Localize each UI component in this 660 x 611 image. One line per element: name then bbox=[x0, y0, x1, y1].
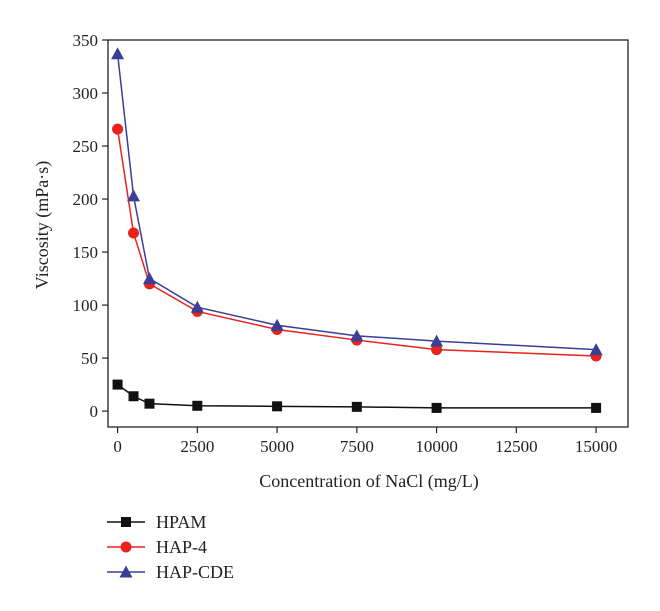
series-layer bbox=[111, 47, 603, 413]
data-point bbox=[591, 402, 602, 413]
y-tick-label: 100 bbox=[73, 296, 99, 315]
x-tick-label: 7500 bbox=[340, 437, 374, 456]
data-point bbox=[430, 334, 444, 347]
legend-marker bbox=[120, 541, 132, 553]
series-line bbox=[116, 53, 597, 351]
data-point bbox=[111, 47, 125, 60]
x-tick-label: 12500 bbox=[495, 437, 538, 456]
legend-label: HAP-4 bbox=[156, 537, 207, 557]
y-axis-label: Viscosity (mPa·s) bbox=[32, 161, 53, 289]
data-point bbox=[351, 401, 362, 412]
y-tick-label: 250 bbox=[73, 137, 99, 156]
series-hap-cde bbox=[111, 47, 603, 356]
x-axis-label: Concentration of NaCl (mg/L) bbox=[259, 471, 478, 492]
legend-marker bbox=[121, 517, 131, 527]
y-tick-label: 300 bbox=[73, 84, 99, 103]
legend-marker bbox=[119, 565, 133, 578]
x-tick-label: 2500 bbox=[180, 437, 214, 456]
x-tick-label: 15000 bbox=[575, 437, 618, 456]
y-tick-label: 350 bbox=[73, 31, 99, 50]
x-tick-label: 5000 bbox=[260, 437, 294, 456]
y-tick-label: 150 bbox=[73, 243, 99, 262]
data-point bbox=[128, 227, 140, 239]
legend-item: HAP-4 bbox=[107, 537, 207, 557]
x-tick-label: 10000 bbox=[415, 437, 458, 456]
series-hap-4 bbox=[112, 123, 602, 362]
legend-item: HPAM bbox=[107, 512, 206, 532]
data-point bbox=[589, 343, 603, 356]
plot-frame bbox=[107, 39, 629, 428]
data-point bbox=[128, 391, 139, 402]
x-tick-label: 0 bbox=[113, 437, 122, 456]
data-point bbox=[270, 318, 284, 331]
series-hpam bbox=[112, 379, 602, 413]
data-point bbox=[350, 329, 364, 342]
legend-label: HPAM bbox=[156, 512, 206, 532]
data-point bbox=[144, 398, 155, 409]
data-point bbox=[431, 402, 442, 413]
y-tick-label: 200 bbox=[73, 190, 99, 209]
series-line bbox=[116, 128, 597, 357]
y-tick-label: 0 bbox=[90, 402, 99, 421]
data-point bbox=[142, 272, 156, 285]
legend-item: HAP-CDE bbox=[107, 562, 234, 582]
legend-label: HAP-CDE bbox=[156, 562, 234, 582]
data-point bbox=[192, 400, 203, 411]
axes: 0 2500 5000 7500 10000 12500 15000 0 50 100 150 200… bbox=[73, 31, 629, 456]
data-point bbox=[127, 189, 141, 202]
y-tick-label: 50 bbox=[81, 349, 98, 368]
data-point bbox=[112, 123, 124, 135]
data-point bbox=[272, 401, 283, 412]
data-point bbox=[431, 344, 443, 356]
legend: HPAM HAP-4 HAP-CDE bbox=[107, 512, 234, 582]
data-point bbox=[190, 300, 204, 313]
data-point bbox=[112, 379, 123, 390]
